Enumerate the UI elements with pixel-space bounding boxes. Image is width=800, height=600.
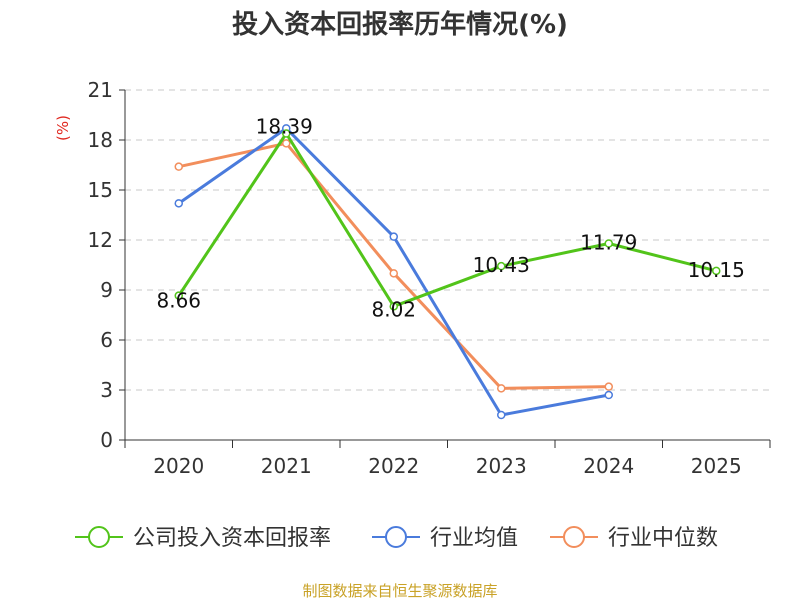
data-point bbox=[389, 302, 398, 311]
legend: 公司投入资本回报率 行业均值 行业中位数 bbox=[75, 526, 718, 551]
data-label-layer: 8.66 18.39 8.02 10.43 11.79 10.15 bbox=[156, 115, 744, 322]
data-label: 8.66 bbox=[156, 289, 201, 313]
x-tick-label: 2022 bbox=[368, 454, 419, 478]
legend-swatch-marker bbox=[563, 526, 585, 548]
data-point bbox=[389, 232, 398, 241]
series-line bbox=[177, 132, 717, 308]
data-point bbox=[497, 410, 506, 420]
chart-title: 投入资本回报率历年情况(%) bbox=[232, 9, 568, 40]
x-tick-label: 2020 bbox=[153, 454, 204, 478]
series-layer bbox=[174, 124, 721, 420]
legend-label: 公司投入资本回报率 bbox=[133, 526, 331, 551]
data-label: 10.15 bbox=[688, 258, 745, 282]
data-point bbox=[389, 269, 398, 278]
data-label: 11.79 bbox=[580, 231, 637, 255]
x-tick-label: 2024 bbox=[583, 454, 634, 478]
source-note: 制图数据来自恒生聚源数据库 bbox=[302, 582, 497, 600]
axis-layer: 0 3 6 9 12 15 18 21 2020 2021 2022 2023 2024 2025 bbox=[88, 78, 771, 478]
series-line bbox=[178, 141, 609, 390]
data-point bbox=[712, 266, 721, 276]
x-tick-label: 2021 bbox=[261, 454, 312, 478]
legend-label: 行业均值 bbox=[430, 526, 518, 551]
data-point bbox=[174, 199, 183, 208]
grid-layer bbox=[125, 89, 770, 391]
legend-swatch-marker bbox=[88, 526, 110, 548]
data-label: 10.43 bbox=[473, 253, 530, 277]
y-tick-label: 9 bbox=[100, 278, 113, 302]
data-point bbox=[604, 239, 613, 248]
data-label: 18.39 bbox=[256, 115, 313, 139]
data-point bbox=[604, 382, 613, 391]
data-point bbox=[174, 291, 183, 300]
data-point bbox=[282, 129, 291, 138]
y-tick-label: 0 bbox=[100, 428, 113, 452]
legend-label: 行业中位数 bbox=[608, 526, 718, 551]
legend-swatch-marker bbox=[385, 526, 407, 548]
x-tick-label: 2025 bbox=[691, 454, 742, 478]
y-tick-label: 12 bbox=[88, 228, 113, 252]
data-point bbox=[604, 390, 613, 400]
data-point bbox=[174, 162, 183, 171]
data-point bbox=[497, 384, 506, 393]
y-tick-label: 15 bbox=[88, 178, 113, 202]
x-tick-label: 2023 bbox=[476, 454, 527, 478]
y-tick-label: 3 bbox=[100, 378, 113, 402]
y-tick-label: 21 bbox=[88, 78, 113, 102]
y-tick-label: 18 bbox=[88, 128, 113, 152]
data-point bbox=[497, 261, 506, 271]
y-axis-unit: (%) bbox=[54, 115, 72, 141]
data-label: 8.02 bbox=[371, 297, 416, 321]
data-point bbox=[282, 139, 291, 148]
y-tick-label: 6 bbox=[100, 328, 113, 352]
